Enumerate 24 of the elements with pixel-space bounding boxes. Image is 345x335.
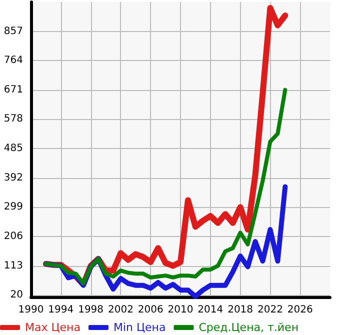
- x-tick-label: 2026: [287, 304, 313, 316]
- y-tick-label: 671: [4, 84, 23, 96]
- y-tick-label: 392: [4, 172, 23, 184]
- x-tick-label: 2010: [168, 304, 194, 316]
- y-tick-label: 299: [4, 202, 23, 213]
- legend-label: Min Цена: [113, 321, 166, 334]
- x-tick-label: 2018: [228, 304, 254, 316]
- y-tick-label: 113: [4, 260, 23, 272]
- y-tick-label: 764: [4, 55, 23, 66]
- x-tick-label: 1994: [48, 304, 74, 316]
- legend-label: Сред.Цена, т.йен: [198, 321, 299, 334]
- legend-label: Max Цена: [25, 321, 80, 334]
- x-tick-label: 1990: [18, 304, 44, 316]
- y-tick-label: 857: [4, 26, 23, 37]
- y-tick-label: 206: [4, 230, 23, 242]
- line-series: [44, 88, 288, 286]
- x-tick-label: 2022: [257, 304, 283, 316]
- x-tick-label: 2006: [138, 304, 164, 316]
- x-tick-label: 2014: [198, 304, 224, 316]
- y-tick-label: 578: [4, 114, 23, 125]
- x-tick-label: 1998: [78, 304, 104, 316]
- y-tick-label: 20: [10, 290, 23, 301]
- y-tick-label: 485: [4, 143, 23, 154]
- x-tick-label: 2002: [108, 304, 134, 316]
